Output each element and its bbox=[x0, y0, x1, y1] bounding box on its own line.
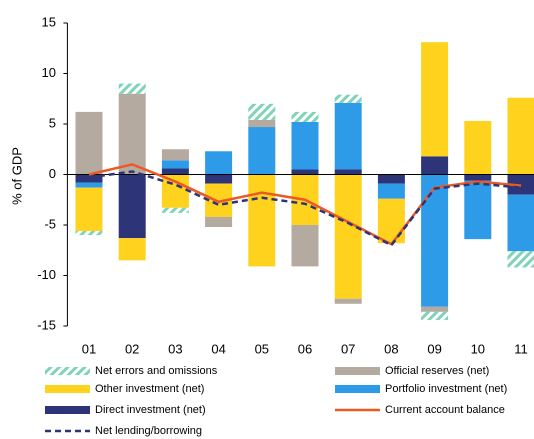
bar-segment bbox=[118, 93, 146, 175]
bar-segment bbox=[205, 151, 233, 175]
bar-segment bbox=[377, 174, 405, 184]
legend-swatch bbox=[45, 367, 90, 375]
bar-segment bbox=[118, 174, 146, 239]
legend-swatch bbox=[335, 367, 380, 375]
y-tick-label: -10 bbox=[37, 267, 56, 282]
bar-segment bbox=[464, 180, 492, 240]
bar-segment bbox=[334, 94, 362, 103]
y-tick-label: 5 bbox=[49, 115, 56, 130]
bar-segment bbox=[291, 111, 319, 122]
bar-segment bbox=[377, 198, 405, 244]
bar-segment bbox=[421, 42, 449, 157]
x-tick-label: 07 bbox=[341, 341, 355, 356]
bar-segment bbox=[421, 174, 449, 307]
bar-segment bbox=[291, 121, 319, 170]
legend-label: Direct investment (net) bbox=[95, 404, 206, 416]
bar-segment bbox=[248, 127, 276, 175]
bar-segment bbox=[421, 311, 449, 320]
y-axis-label: % of GDP bbox=[9, 147, 24, 205]
x-tick-label: 04 bbox=[211, 341, 225, 356]
legend-label: Other investment (net) bbox=[95, 383, 204, 395]
bar-segment bbox=[334, 174, 362, 299]
bar-segment bbox=[291, 225, 319, 267]
y-tick-label: -5 bbox=[44, 216, 56, 231]
y-tick-label: 0 bbox=[49, 166, 56, 181]
bar-segment bbox=[421, 306, 449, 312]
x-tick-label: 03 bbox=[168, 341, 182, 356]
x-tick-label: 01 bbox=[82, 341, 96, 356]
legend-label: Official reserves (net) bbox=[385, 365, 489, 377]
x-tick-label: 05 bbox=[255, 341, 269, 356]
line-series bbox=[88, 170, 522, 247]
x-tick-label: 11 bbox=[514, 341, 528, 356]
bar-segment bbox=[161, 149, 189, 161]
bar-segment bbox=[75, 182, 103, 188]
x-tick-label: 02 bbox=[125, 341, 139, 356]
bar-segment bbox=[161, 168, 189, 175]
bar-segment bbox=[161, 160, 189, 169]
legend-label: Net lending/borrowing bbox=[95, 425, 202, 437]
bar-segment bbox=[75, 111, 103, 175]
bar-segment bbox=[507, 97, 534, 175]
legend-swatch bbox=[45, 385, 90, 393]
bar-segment bbox=[507, 251, 534, 268]
legend-label: Net errors and omissions bbox=[95, 365, 218, 377]
bar-segment bbox=[334, 298, 362, 304]
bar-segment bbox=[75, 231, 103, 236]
bar-segment bbox=[507, 194, 534, 252]
bar-segment bbox=[248, 174, 276, 267]
bar-segment bbox=[118, 83, 146, 94]
bar-segment bbox=[334, 169, 362, 175]
bar-segment bbox=[464, 120, 492, 175]
x-tick-label: 09 bbox=[427, 341, 441, 356]
bar-segment bbox=[334, 102, 362, 170]
legend-swatch bbox=[335, 385, 380, 393]
bar-segment bbox=[464, 174, 492, 181]
y-tick-label: 10 bbox=[42, 65, 56, 80]
bar-segment bbox=[205, 216, 233, 228]
bar-segment bbox=[161, 207, 189, 213]
line-series bbox=[88, 163, 522, 246]
y-tick-label: 15 bbox=[42, 14, 56, 29]
bar-segment bbox=[377, 183, 405, 199]
y-tick-label: -15 bbox=[37, 317, 56, 332]
bar-segment bbox=[161, 174, 189, 208]
bar-segment bbox=[205, 174, 233, 184]
x-tick-label: 06 bbox=[298, 341, 312, 356]
bar-segment bbox=[118, 238, 146, 261]
bar-segment bbox=[421, 156, 449, 175]
bar-segment bbox=[75, 174, 103, 183]
x-tick-label: 10 bbox=[471, 341, 485, 356]
bar-segment bbox=[75, 187, 103, 232]
bar-segment bbox=[248, 119, 276, 128]
legend-swatch bbox=[45, 406, 90, 414]
bar-segment bbox=[248, 103, 276, 120]
legend-label: Portfolio investment (net) bbox=[385, 383, 507, 395]
bar-segment bbox=[291, 169, 319, 175]
legend-label: Current account balance bbox=[385, 404, 505, 416]
x-tick-label: 08 bbox=[384, 341, 398, 356]
